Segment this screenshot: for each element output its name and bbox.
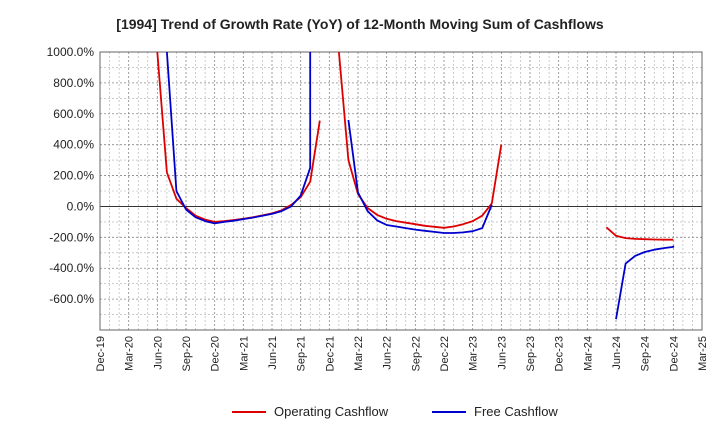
y-tick-label: 200.0% <box>53 169 94 183</box>
free-cashflow-line <box>615 245 675 320</box>
legend-item-operating-cashflow: Operating Cashflow <box>232 404 388 419</box>
y-tick-label: 800.0% <box>53 76 94 90</box>
x-tick-label: Dec-22 <box>439 336 451 371</box>
legend-label-operating: Operating Cashflow <box>274 404 389 419</box>
x-tick-label: Jun-23 <box>496 336 508 370</box>
x-tick-label: Sep-22 <box>410 336 422 371</box>
y-tick-label: 0.0% <box>67 199 95 213</box>
legend-swatch-free <box>432 410 466 413</box>
legend-item-free-cashflow: Free Cashflow <box>432 404 558 419</box>
x-tick-label: Sep-20 <box>181 336 193 371</box>
y-tick-label: 400.0% <box>53 138 94 152</box>
x-tick-label: Jun-20 <box>152 336 164 370</box>
x-tick-label: Jun-24 <box>611 336 623 370</box>
x-tick-label: Jun-22 <box>382 336 394 370</box>
free-cashflow-line <box>347 119 493 234</box>
x-tick-label: Jun-21 <box>267 336 279 370</box>
operating-cashflow-line <box>605 226 674 241</box>
x-tick-label: Mar-22 <box>353 336 365 371</box>
x-tick-label: Dec-21 <box>324 336 336 371</box>
x-tick-label: Dec-23 <box>554 336 566 371</box>
x-tick-label: Mar-24 <box>582 336 594 371</box>
operating-cashflow-line <box>338 52 503 229</box>
x-tick-label: Mar-23 <box>468 336 480 371</box>
plot-frame <box>99 51 703 331</box>
y-tick-label: 600.0% <box>53 107 94 121</box>
free-cashflow-line <box>166 52 312 225</box>
y-tick-label: -400.0% <box>49 261 94 275</box>
x-tick-label: Dec-19 <box>95 336 107 371</box>
x-tick-label: Dec-24 <box>668 336 680 371</box>
legend-label-free: Free Cashflow <box>474 404 558 419</box>
legend-swatch-operating <box>232 410 266 413</box>
x-tick-label: Sep-21 <box>296 336 308 371</box>
legend: Operating Cashflow Free Cashflow <box>0 404 720 426</box>
axis-layer: Dec-19 Mar-20 Jun-20 Sep-20 Dec-20 Mar-21 Jun-… <box>47 45 709 371</box>
x-tick-label: Sep-24 <box>640 336 652 371</box>
grid-layer <box>99 51 703 331</box>
x-tick-label: Mar-21 <box>238 336 250 371</box>
chart-title: [1994] Trend of Growth Rate (YoY) of 12-… <box>116 16 604 32</box>
y-tick-label: -200.0% <box>49 230 94 244</box>
y-tick-label: 1000.0% <box>47 45 95 59</box>
operating-cashflow-line <box>156 52 321 223</box>
y-tick-label: -600.0% <box>49 292 94 306</box>
x-tick-label: Sep-23 <box>525 336 537 371</box>
x-tick-label: Mar-20 <box>124 336 136 371</box>
x-tick-label: Dec-20 <box>210 336 222 371</box>
series-layer <box>156 52 675 320</box>
x-tick-label: Mar-25 <box>697 336 709 371</box>
